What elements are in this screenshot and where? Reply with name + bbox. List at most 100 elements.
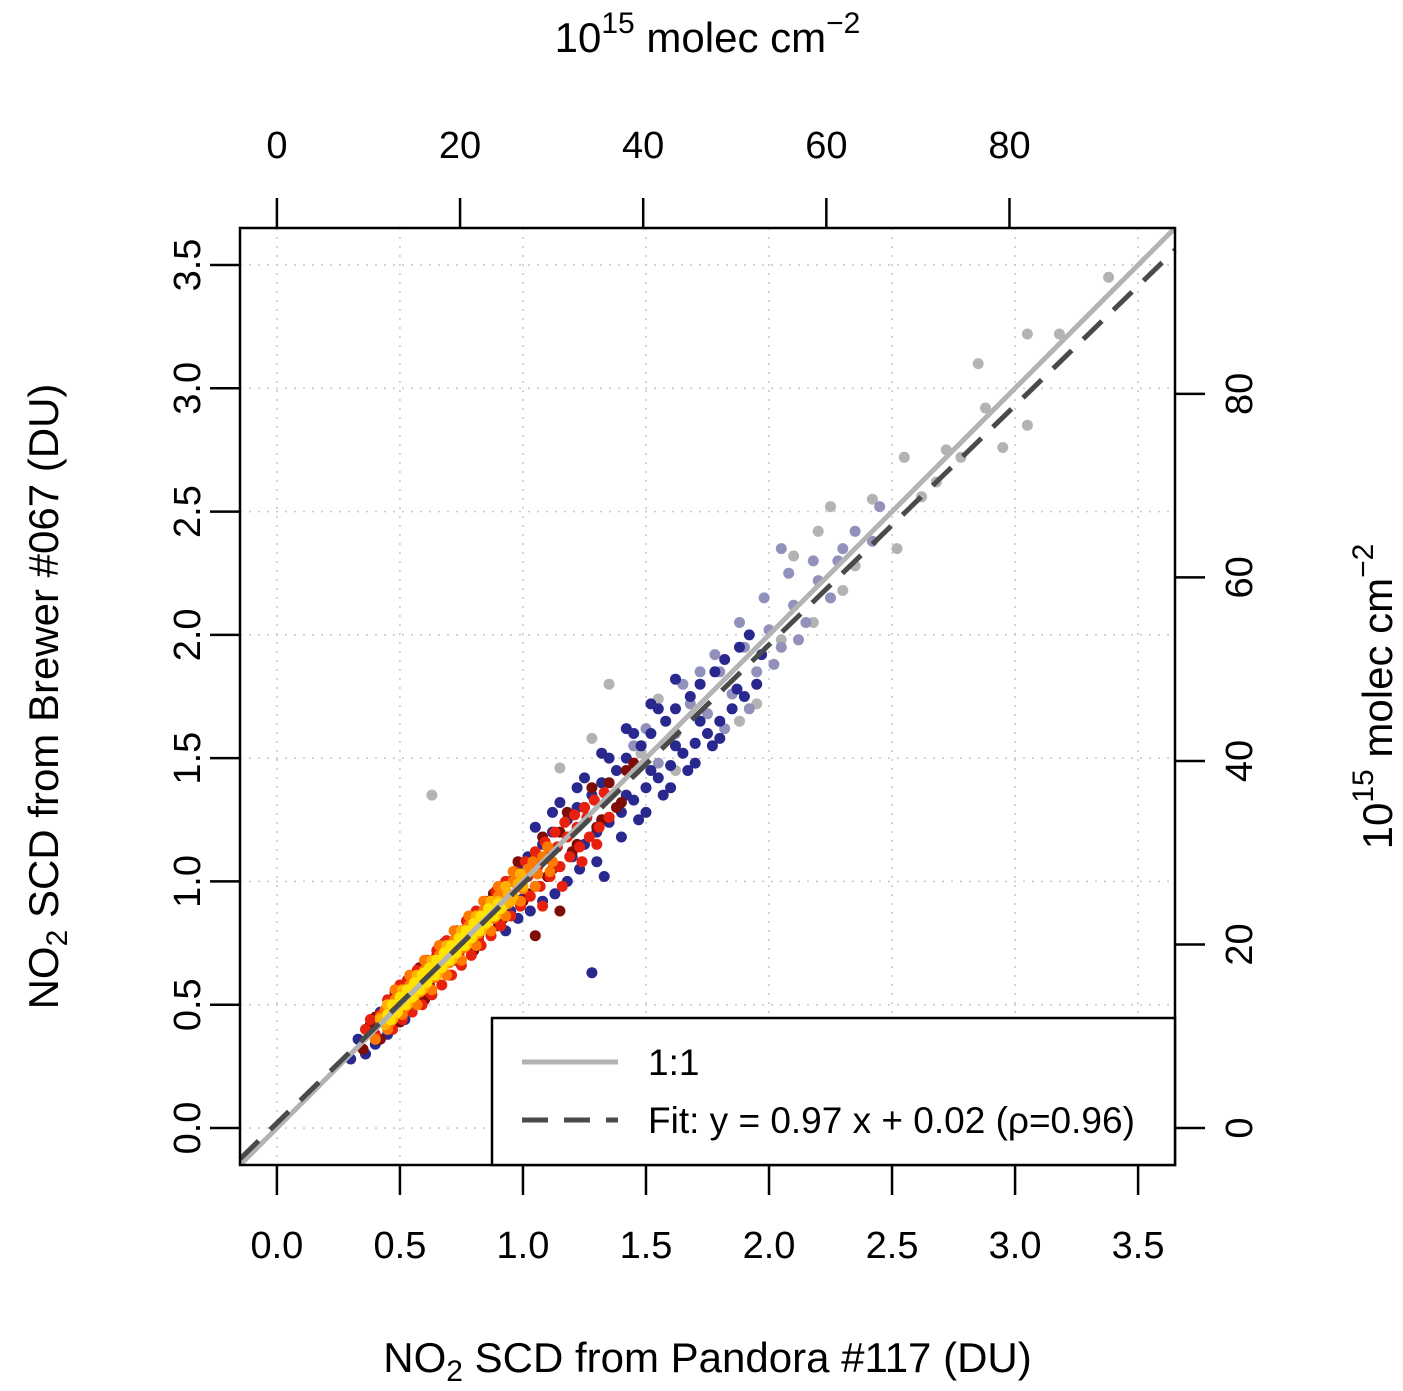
x-axis-tick-label: 3.5 <box>1112 1225 1165 1267</box>
scatter-point <box>549 826 561 838</box>
scatter-point <box>652 757 664 769</box>
grid-layer <box>240 228 1175 1165</box>
scatter-point <box>709 666 721 678</box>
scatter-point <box>702 708 713 720</box>
scatter-point <box>529 930 541 942</box>
scatter-point <box>495 920 507 932</box>
scatter-point <box>364 1014 376 1025</box>
scatter-point <box>849 525 861 537</box>
right-axis-title: 1015 molec cm−2 <box>1347 544 1401 850</box>
scatter-point <box>788 550 800 562</box>
right-axis-tick-label: 20 <box>1219 923 1261 965</box>
scatter-point <box>596 747 608 759</box>
scatter-point <box>586 967 598 979</box>
legend-box <box>490 1016 1177 1167</box>
scatter-point <box>793 634 804 646</box>
scatter-point <box>702 728 713 739</box>
legend-label-fit: Fit: y = 0.97 x + 0.02 (ρ=0.96) <box>648 1100 1135 1141</box>
scatter-point <box>645 765 657 776</box>
y-axis-tick-label: 0.5 <box>167 978 209 1031</box>
scatter-point <box>1021 419 1033 431</box>
right-axis-tick-label: 80 <box>1219 373 1261 415</box>
scatter-point <box>775 543 787 555</box>
axes-layer: 0.0 0.5 1.0 1.5 2.0 2.5 3.0 3.5 0.0 0.5 1.0 1.5 2.0 2… <box>167 125 1261 1267</box>
y-axis-tick-label: 0.0 <box>167 1102 209 1155</box>
scatter-point <box>706 740 718 752</box>
top-axis-tick-label: 40 <box>622 125 664 167</box>
y-axis-tick-label: 2.5 <box>167 485 209 538</box>
scatter-point <box>689 737 701 749</box>
scatter-point <box>689 757 701 769</box>
scatter-point <box>743 629 755 641</box>
scatter-point <box>640 782 652 794</box>
scatter-point <box>524 890 536 902</box>
scatter-point <box>579 802 590 813</box>
right-axis-tick-label: 60 <box>1219 556 1261 598</box>
scatter-point <box>586 782 598 794</box>
scatter-point <box>554 905 566 917</box>
scatter-point <box>734 715 745 727</box>
scatter-point <box>743 703 755 715</box>
scatter-point <box>980 402 991 414</box>
scatter-point <box>898 451 910 463</box>
scatter-point <box>369 1033 381 1045</box>
scatter-point <box>670 673 681 685</box>
scatter-point <box>524 905 536 917</box>
scatter-point <box>657 789 669 801</box>
scatter-point <box>591 856 603 868</box>
y-axis-tick-label: 1.0 <box>167 855 209 908</box>
scatter-point <box>564 851 576 863</box>
x-axis-tick-label: 1.5 <box>620 1225 673 1267</box>
scatter-point <box>620 723 632 735</box>
lines-layer <box>238 226 1177 1167</box>
legend: 1:1 Fit: y = 0.97 x + 0.02 (ρ=0.96) <box>490 1016 1177 1167</box>
scatter-point <box>1053 328 1065 340</box>
scatter-point <box>559 816 571 828</box>
scatter-point <box>837 585 849 596</box>
top-axis-tick-label: 60 <box>805 125 847 167</box>
scatter-point <box>997 442 1009 453</box>
scatter-point <box>615 797 627 808</box>
y-axis-tick-label: 3.5 <box>167 239 209 292</box>
scatter-point <box>768 658 780 670</box>
scatter-point <box>665 760 677 771</box>
scatter-point <box>576 856 588 868</box>
right-axis-tick-label: 0 <box>1219 1117 1261 1138</box>
scatter-point <box>574 841 586 853</box>
scatter-point <box>515 868 526 880</box>
scatter-point <box>633 814 645 826</box>
top-axis-tick-label: 0 <box>266 125 287 167</box>
scatter-point <box>542 841 554 853</box>
x-axis-tick-label: 3.0 <box>989 1225 1042 1267</box>
scatter-point <box>734 617 745 628</box>
scatter-point <box>603 678 615 690</box>
scatter-point <box>825 592 836 604</box>
scatter-point <box>598 871 610 882</box>
right-axis-tick-label: 40 <box>1219 740 1261 782</box>
scatter-point <box>751 666 763 678</box>
scatter-point <box>726 703 738 715</box>
scatter-point <box>684 691 696 702</box>
scatter-point <box>866 493 878 505</box>
density-group-slate <box>628 501 886 769</box>
scatter-point <box>694 678 706 690</box>
scatter-point <box>660 715 672 727</box>
scatter-point <box>611 765 622 776</box>
scatter-point <box>436 979 448 991</box>
scatter-point <box>670 703 681 715</box>
scatter-point <box>645 698 657 710</box>
scatter-point <box>588 794 600 806</box>
scatter-point <box>807 555 819 567</box>
scatter-point <box>837 543 849 555</box>
scatter-point <box>583 831 595 843</box>
scatter-point <box>549 888 561 900</box>
x-axis-title: NO2 SCD from Pandora #117 (DU) <box>383 1334 1031 1388</box>
scatter-point <box>615 831 627 843</box>
scatter-point <box>554 797 566 808</box>
scatter-point <box>544 866 556 878</box>
scatter-point <box>1103 271 1115 283</box>
scatter-point <box>812 525 824 537</box>
x-axis-tick-label: 1.0 <box>497 1225 550 1267</box>
scatter-point <box>465 949 477 961</box>
